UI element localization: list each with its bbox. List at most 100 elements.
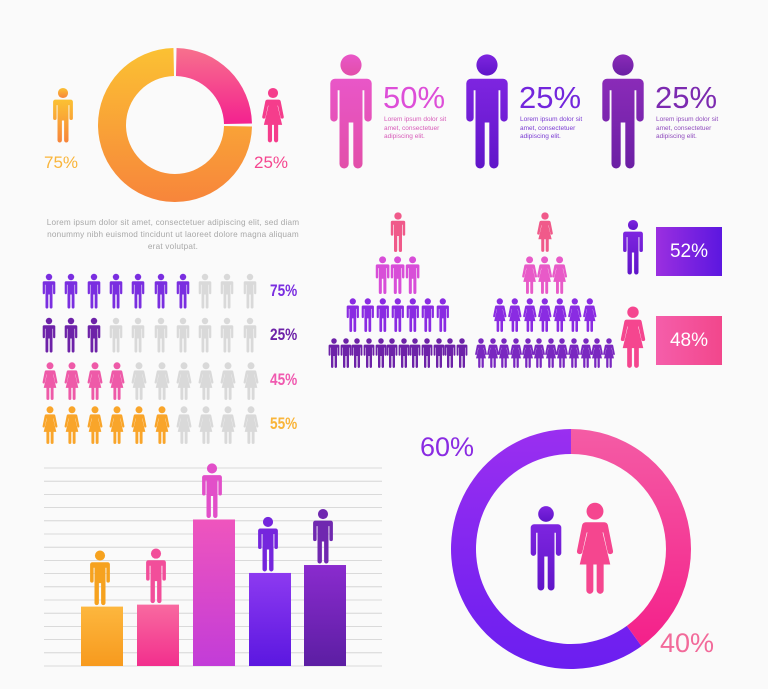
woman-icon — [552, 256, 567, 294]
woman-icon — [537, 256, 552, 294]
woman-icon — [522, 256, 537, 294]
woman-icon — [262, 83, 284, 147]
man-icon — [405, 256, 420, 294]
man-icon — [52, 83, 74, 147]
man-icon — [176, 316, 190, 354]
bar-4 — [249, 572, 291, 666]
man-icon — [386, 338, 398, 368]
man-icon — [109, 316, 123, 354]
big-donut-slice-female — [571, 429, 692, 647]
man-icon — [90, 550, 110, 606]
man-icon — [375, 338, 387, 368]
stat-value-3: 25% — [655, 80, 718, 115]
woman-icon — [538, 298, 552, 332]
top-donut-section: 75% 25% — [40, 45, 310, 205]
woman-icon — [583, 298, 597, 332]
woman-icon — [487, 338, 499, 368]
man-icon — [243, 316, 257, 354]
bar-chart-bars — [81, 519, 346, 666]
man-icon — [176, 272, 190, 310]
woman-icon — [556, 338, 568, 368]
man-icon — [131, 272, 145, 310]
big-donut-male-percent: 60% — [420, 432, 475, 462]
pyramid-male — [328, 210, 468, 370]
woman-icon — [109, 406, 125, 444]
man-icon — [390, 212, 406, 252]
bar-chart — [44, 463, 382, 667]
woman-icon — [603, 338, 615, 368]
man-icon — [340, 338, 352, 368]
man-icon — [622, 216, 644, 278]
stat-value-1: 50% — [383, 80, 446, 115]
stat-value-2: 25% — [519, 80, 582, 115]
woman-icon — [87, 406, 103, 444]
woman-icon — [64, 406, 80, 444]
woman-icon — [42, 362, 58, 400]
woman-icon — [591, 338, 603, 368]
woman-icon — [220, 406, 236, 444]
man-icon — [375, 256, 390, 294]
pyramid-female — [475, 210, 615, 370]
man-icon — [87, 316, 101, 354]
female-percent: 25% — [254, 153, 289, 172]
gender-box-female-value: 48% — [669, 329, 709, 351]
icon-row-3 — [42, 362, 262, 400]
man-icon — [258, 516, 278, 572]
woman-icon — [243, 362, 259, 400]
big-donut-slice-male — [451, 429, 642, 669]
icon-row-label-4: 55% — [270, 414, 298, 433]
woman-icon — [574, 502, 616, 594]
stat-text-2: Lorem ipsum dolor sit amet, consectetuer… — [520, 116, 583, 140]
big-donut-chart — [451, 429, 692, 669]
man-icon — [328, 48, 374, 174]
man-icon — [406, 298, 420, 332]
icon-row-label-1: 75% — [270, 281, 298, 300]
woman-icon — [131, 362, 147, 400]
man-icon — [391, 298, 405, 332]
top-donut-chart — [98, 48, 252, 203]
top-stats: 50% Lorem ipsum dolor sit amet, consecte… — [328, 48, 728, 178]
man-icon — [154, 316, 168, 354]
man-icon — [390, 256, 405, 294]
man-icon — [433, 338, 445, 368]
man-icon — [398, 338, 410, 368]
donut-slice-female — [175, 48, 252, 125]
man-icon — [376, 298, 390, 332]
icon-row-label-3: 45% — [270, 370, 298, 389]
woman-icon — [154, 406, 170, 444]
man-icon — [64, 316, 78, 354]
woman-icon — [64, 362, 80, 400]
woman-icon — [553, 298, 567, 332]
icon-row-4 — [42, 406, 262, 444]
woman-icon — [545, 338, 557, 368]
woman-icon — [198, 362, 214, 400]
woman-icon — [176, 362, 192, 400]
man-icon — [409, 338, 421, 368]
icon-row-label-2: 25% — [270, 325, 298, 344]
woman-icon — [523, 298, 537, 332]
big-donut-female-percent: 40% — [660, 628, 715, 658]
man-icon — [42, 316, 56, 354]
woman-icon — [620, 306, 646, 368]
man-icon — [328, 338, 340, 368]
icon-rows: 75% 25% 45% 55% — [42, 272, 312, 442]
icon-row-2 — [42, 316, 262, 354]
woman-icon — [537, 212, 553, 252]
man-icon — [361, 298, 375, 332]
woman-icon — [568, 298, 582, 332]
woman-icon — [243, 406, 259, 444]
man-icon — [64, 272, 78, 310]
man-icon — [421, 338, 433, 368]
man-icon — [198, 272, 212, 310]
man-icon — [220, 316, 234, 354]
woman-icon — [533, 338, 545, 368]
stat-text-3: Lorem ipsum dolor sit amet, consectetuer… — [656, 116, 719, 140]
man-icon — [363, 338, 375, 368]
woman-icon — [154, 362, 170, 400]
man-icon — [444, 338, 456, 368]
woman-icon — [198, 406, 214, 444]
man-icon — [313, 508, 333, 564]
woman-icon — [580, 338, 592, 368]
woman-icon — [568, 338, 580, 368]
man-icon — [109, 272, 123, 310]
